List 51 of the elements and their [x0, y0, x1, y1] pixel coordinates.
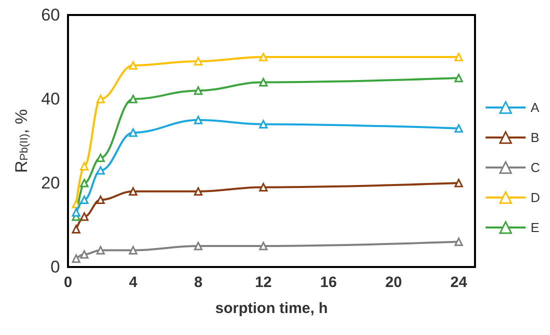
y-tick-label: 0	[50, 258, 60, 276]
y-tick-label: 60	[41, 6, 60, 24]
point	[80, 196, 89, 204]
y-axis-title: RPb(II), %	[12, 109, 32, 173]
x-tick-label: 20	[385, 274, 402, 291]
point	[128, 94, 138, 104]
point	[128, 61, 138, 70]
x-tick-label: 4	[128, 274, 138, 291]
point	[454, 124, 463, 133]
y-tick-label: 20	[41, 174, 60, 192]
point	[194, 116, 202, 124]
point	[194, 242, 202, 250]
point	[96, 154, 105, 162]
x-tick-label: 24	[450, 274, 468, 291]
point	[80, 250, 89, 259]
point	[128, 187, 138, 196]
point	[454, 178, 463, 188]
point	[128, 128, 138, 137]
point	[128, 246, 138, 254]
point	[194, 56, 202, 66]
x-axis-title: sorption time, h	[215, 300, 328, 317]
point	[259, 182, 268, 192]
point	[80, 162, 89, 170]
point	[96, 196, 105, 204]
x-tick-label: 0	[64, 274, 72, 291]
point	[96, 94, 105, 104]
legend-label: E	[530, 220, 540, 235]
legend-label: B	[530, 130, 540, 145]
legend-label: C	[530, 160, 540, 175]
point	[96, 246, 105, 254]
point	[72, 208, 80, 217]
point	[259, 52, 268, 62]
point	[72, 254, 80, 263]
point	[259, 78, 268, 86]
legend-label: D	[530, 190, 540, 205]
legend-label: A	[530, 100, 540, 115]
y-tick-label: 40	[41, 90, 60, 108]
x-tick-label: 12	[255, 274, 272, 291]
point	[96, 166, 105, 175]
point	[80, 178, 89, 188]
point	[72, 224, 80, 234]
point	[454, 52, 463, 62]
point	[80, 212, 89, 221]
point	[259, 120, 268, 128]
x-tick-label: 16	[320, 274, 337, 291]
point	[454, 74, 463, 82]
point	[194, 187, 202, 196]
point	[259, 242, 268, 250]
point	[194, 86, 202, 95]
x-tick-label: 8	[194, 274, 202, 291]
point	[454, 238, 463, 246]
